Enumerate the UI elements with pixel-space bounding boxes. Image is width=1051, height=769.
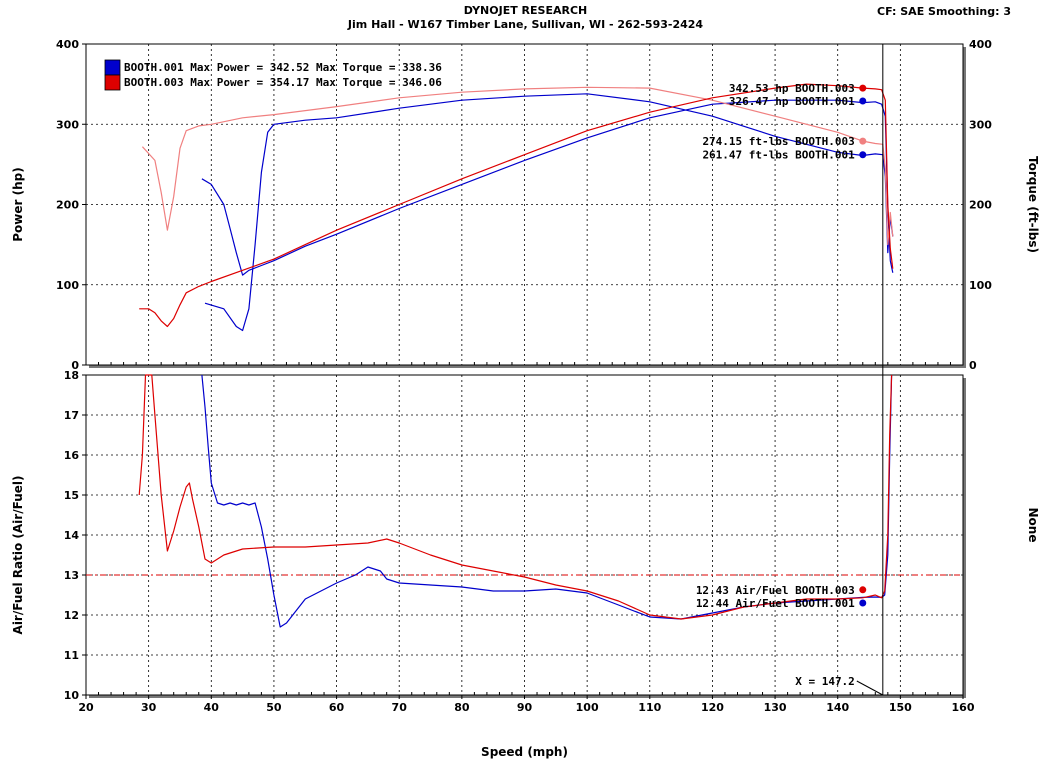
upper-series-line [201, 99, 894, 276]
x-axis-label: Speed (mph) [481, 745, 568, 759]
chart-title: DYNOJET RESEARCH [463, 4, 588, 17]
upper-annotation-label: 342.53 hp BOOTH.003 [729, 82, 855, 95]
lower-panel-ytick-label: 12 [64, 609, 79, 622]
upper-panel-ytick-label: 300 [56, 118, 79, 131]
x-tick-label: 160 [952, 701, 975, 714]
x-tick-label: 20 [78, 701, 94, 714]
upper-panel-ytick-label: 100 [56, 279, 79, 292]
lower-panel-ytick-label: 17 [64, 409, 79, 422]
lower-y-axis-label-left: Air/Fuel Ratio (Air/Fuel) [11, 476, 25, 635]
legend-entry: BOOTH.003 Max Power = 354.17 Max Torque … [124, 76, 442, 89]
upper-series-line [139, 83, 894, 328]
upper-panel-ytick-label: 400 [56, 38, 79, 51]
legend-entry: BOOTH.001 Max Power = 342.52 Max Torque … [124, 61, 442, 74]
legend-swatch [104, 59, 121, 76]
cursor-label: X = 147.2 [795, 675, 855, 688]
x-tick-label: 80 [454, 701, 470, 714]
upper-annotation-label: 326.47 hp BOOTH.001 [729, 95, 855, 108]
upper-series-line [204, 93, 894, 332]
lower-panel-ytick-label: 10 [64, 689, 80, 702]
x-tick-label: 150 [889, 701, 912, 714]
x-tick-label: 110 [638, 701, 661, 714]
x-tick-label: 50 [266, 701, 282, 714]
upper-annotation-marker [859, 84, 867, 92]
lower-panel-ytick-label: 16 [64, 449, 80, 462]
x-tick-label: 120 [701, 701, 724, 714]
upper-panel-ytick-right-label: 200 [969, 199, 992, 212]
lower-annotation-label: 12.44 Air/Fuel BOOTH.001 [696, 597, 855, 610]
x-tick-label: 90 [517, 701, 533, 714]
x-tick-label: 30 [141, 701, 157, 714]
lower-panel-ytick-label: 13 [64, 569, 79, 582]
upper-annotation-label: 261.47 ft-lbs BOOTH.001 [702, 149, 855, 162]
lower-annotation-marker [859, 586, 867, 594]
lower-panel-ytick-label: 15 [64, 489, 79, 502]
upper-panel-ytick-right-label: 100 [969, 279, 992, 292]
x-tick-label: 70 [392, 701, 408, 714]
lower-annotation-marker [859, 599, 867, 607]
correction-settings: CF: SAE Smoothing: 3 [877, 5, 1011, 18]
x-tick-label: 60 [329, 701, 345, 714]
upper-y-axis-label-left: Power (hp) [11, 167, 25, 241]
x-tick-label: 40 [204, 701, 220, 714]
upper-panel-ytick-label: 0 [71, 359, 79, 372]
upper-panel-ytick-label: 200 [56, 199, 79, 212]
cursor-pointer [856, 680, 884, 696]
upper-panel-ytick-right-label: 400 [969, 38, 992, 51]
x-tick-label: 140 [826, 701, 849, 714]
x-tick-label: 100 [576, 701, 599, 714]
chart-subtitle: Jim Hall - W167 Timber Lane, Sullivan, W… [347, 18, 704, 31]
lower-series-line [138, 374, 893, 620]
upper-annotation-marker [859, 97, 867, 105]
upper-y-axis-label-right: Torque (ft-lbs) [1026, 156, 1040, 253]
lower-panel-ytick-label: 14 [64, 529, 80, 542]
legend-swatch [104, 74, 121, 91]
upper-annotation-marker [859, 137, 867, 145]
upper-annotation-marker [859, 151, 867, 159]
x-tick-label: 130 [764, 701, 787, 714]
lower-y-axis-label-right: None [1026, 508, 1040, 543]
upper-panel-ytick-right-label: 0 [969, 359, 977, 372]
lower-panel-ytick-label: 18 [64, 369, 79, 382]
upper-panel-ytick-right-label: 300 [969, 118, 992, 131]
upper-series-line [141, 86, 894, 246]
lower-annotation-label: 12.43 Air/Fuel BOOTH.003 [696, 584, 855, 597]
upper-annotation-label: 274.15 ft-lbs BOOTH.003 [702, 135, 854, 148]
lower-panel-ytick-label: 11 [64, 649, 79, 662]
